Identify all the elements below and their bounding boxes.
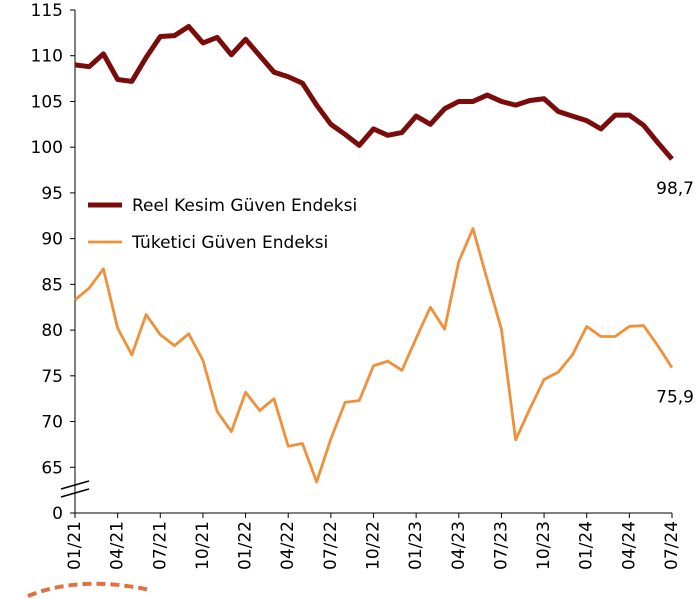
axis-break <box>60 480 90 490</box>
y-tick-label: 80 <box>41 321 63 341</box>
data-label: 75,9 <box>656 388 694 408</box>
y-tick-label: 90 <box>41 230 63 250</box>
axis-break <box>60 488 90 498</box>
series-line <box>74 227 674 484</box>
x-tick-label: 01/23 <box>406 521 426 570</box>
x-tick-label: 10/23 <box>534 521 554 570</box>
x-tick-label: 07/21 <box>150 521 170 570</box>
x-tick-label: 04/22 <box>278 521 298 570</box>
x-tick-label: 10/21 <box>193 521 213 570</box>
x-tick-label: 07/22 <box>321 521 341 570</box>
y-tick-label: 115 <box>31 1 63 21</box>
y-tick-label: 105 <box>31 92 63 112</box>
x-tick-label: 04/23 <box>449 521 469 570</box>
series-line <box>74 23 674 161</box>
legend-label: Tüketici Güven Endeksi <box>131 233 328 253</box>
x-tick-label: 01/22 <box>236 521 256 570</box>
y-tick-label: 65 <box>41 458 63 478</box>
x-tick-label: 01/21 <box>65 521 85 570</box>
x-tick-label: 01/24 <box>577 521 597 570</box>
x-tick-label: 04/21 <box>108 521 128 570</box>
y-tick-label: 85 <box>41 275 63 295</box>
y-tick-label: 0 <box>52 504 63 524</box>
x-tick-label: 04/24 <box>619 521 639 570</box>
y-tick-label: 75 <box>41 367 63 387</box>
y-tick-label: 70 <box>41 413 63 433</box>
x-tick-label: 10/22 <box>364 521 384 570</box>
y-tick-label: 110 <box>31 47 63 67</box>
decoration <box>27 581 151 598</box>
y-tick-label: 100 <box>31 138 63 158</box>
x-tick-label: 07/24 <box>662 521 682 570</box>
x-tick-label: 07/23 <box>491 521 511 570</box>
legend-label: Reel Kesim Güven Endeksi <box>132 196 357 216</box>
data-label: 98,7 <box>656 179 694 199</box>
y-tick-label: 95 <box>41 184 63 204</box>
